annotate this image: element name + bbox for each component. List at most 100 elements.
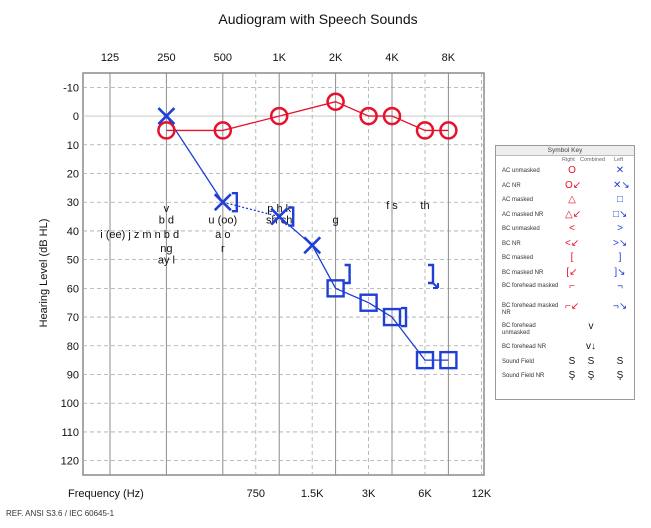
reference-note: REF. ANSI S3.6 / IEC 60645-1 <box>6 509 115 518</box>
symbol-key-left-symbol: >↘ <box>613 237 628 249</box>
symbol-key-label: Sound Field NR <box>502 373 545 379</box>
x-top-tick-label: 250 <box>157 52 175 64</box>
symbol-key-headers: Right Combined Left <box>496 156 634 164</box>
y-tick-label: 120 <box>61 456 79 468</box>
y-tick-label: -10 <box>63 82 79 94</box>
symbol-key-row: BC NR <↙ >↘ <box>496 237 634 252</box>
circle-marker <box>269 106 289 126</box>
symbol-key-label: BC forehead unmasked <box>502 323 536 336</box>
circle-marker <box>326 92 345 111</box>
y-tick-label: 60 <box>67 283 79 295</box>
symbol-key-left-symbol: S <box>616 355 624 367</box>
symbol-key-rows: AC unmasked O ✕ AC NR O↙ ✕↘ AC masked △ □ AC mask… <box>496 164 634 384</box>
symbol-key-combined-symbol: v↓ <box>586 341 596 352</box>
bracket-nr-marker <box>427 263 439 289</box>
x-marker <box>157 107 176 125</box>
symbol-key-label: Sound Field <box>502 358 535 365</box>
symbol-key-label: BC masked <box>502 255 534 261</box>
symbol-key-label: BC masked NR <box>502 269 544 276</box>
speech-sound-label: v <box>164 203 170 215</box>
symbol-key-right-symbol: <↙ <box>565 237 580 249</box>
symbol-key-label: BC forehead masked NR <box>502 303 559 316</box>
x-bottom-tick-label: 6K <box>418 488 432 500</box>
symbol-key-left-symbol: > <box>617 223 623 234</box>
y-tick-label: 70 <box>67 312 79 324</box>
symbol-key-row: BC forehead unmasked v <box>496 320 634 340</box>
x-marker-stroke <box>270 207 289 226</box>
speech-sound-label: u (oo) <box>208 214 237 226</box>
bracket-nr-arrow <box>432 282 439 289</box>
circle-marker <box>439 121 458 140</box>
square-marker <box>359 293 378 312</box>
series-line <box>222 201 280 218</box>
symbol-key-combined-symbol: Ş <box>587 370 595 381</box>
y-tick-label: 10 <box>67 140 79 152</box>
symbol-key-row: BC forehead masked ⌐ ¬ <box>496 280 634 300</box>
x-marker-stroke <box>157 107 176 125</box>
symbol-key-left-symbol: ✕ <box>615 165 625 176</box>
symbol-key-row: BC unmasked < > <box>496 222 634 237</box>
circle-marker <box>415 121 435 140</box>
symbol-key-right-symbol: Ş <box>568 370 576 381</box>
bracket-marker <box>401 306 408 328</box>
y-axis-label: Hearing Level (dB HL) <box>38 219 50 328</box>
bracket-marker <box>231 192 238 213</box>
symbol-key-left-symbol: ✕↘ <box>613 179 630 191</box>
speech-sound-label: b d <box>159 214 174 226</box>
x-top-tick-label: 2K <box>329 52 343 64</box>
circle-marker <box>382 106 402 126</box>
symbol-key-left-symbol: ]↘ <box>614 266 626 278</box>
y-tick-label: 50 <box>67 255 79 267</box>
symbol-key-row: AC unmasked O ✕ <box>496 164 634 179</box>
symbol-key-left-symbol: ¬ <box>617 281 623 292</box>
y-tick-labels: -10 0 10 20 30 40 50 60 70 80 90 100 110 120 <box>61 82 79 467</box>
symbol-key-right-symbol: [↙ <box>566 266 578 278</box>
x-marker <box>213 193 232 212</box>
x-top-tick-label: 125 <box>101 52 119 64</box>
y-tick-label: 30 <box>67 197 79 209</box>
plot-frame <box>82 72 485 476</box>
speech-sound-label: g <box>333 214 339 226</box>
circle-marker <box>157 121 176 140</box>
symbol-key-label: AC unmasked <box>502 168 540 174</box>
header-combined: Combined <box>580 157 606 163</box>
bracket-marker <box>288 206 295 227</box>
symbol-key-label: BC forehead masked <box>502 283 559 289</box>
symbol-key-label: BC unmasked <box>502 226 540 232</box>
symbol-key-row: BC forehead NR v↓ <box>496 340 634 355</box>
x-top-tick-label: 8K <box>442 52 456 64</box>
bracket-marker <box>344 263 351 285</box>
speech-sound-label: f s <box>386 200 398 212</box>
symbol-key-left-symbol: □ <box>616 194 624 205</box>
x-top-tick-label: 1K <box>272 52 286 64</box>
symbol-key-right-symbol: ⌐↙ <box>565 301 580 312</box>
circle-marker <box>213 121 233 140</box>
header-right: Right <box>562 157 575 163</box>
y-tick-label: 0 <box>73 111 79 123</box>
speech-sound-label: ng <box>160 243 172 255</box>
symbol-key-left-symbol: □↘ <box>613 208 628 220</box>
y-tick-label: 40 <box>67 226 79 238</box>
series-markers <box>157 92 458 370</box>
symbol-key-left-symbol: ] <box>618 252 622 263</box>
x-marker <box>270 207 289 226</box>
x-bottom-tick-label: 3K <box>362 488 376 500</box>
symbol-key-combined-symbol: S <box>587 355 595 367</box>
speech-sound-label: r <box>221 243 225 255</box>
symbol-key-left-symbol: ¬↘ <box>613 301 628 312</box>
symbol-key-right-symbol: S <box>568 355 576 367</box>
symbol-key-row: BC masked NR [↙ ]↘ <box>496 266 634 281</box>
series-line <box>165 115 224 203</box>
symbol-key-right-symbol: △ <box>568 194 576 205</box>
x-axis-label: Frequency (Hz) <box>68 488 144 500</box>
symbol-key-right-symbol: O <box>568 165 576 176</box>
symbol-key-right-symbol: < <box>569 223 575 234</box>
speech-sound-label: a o <box>215 229 230 241</box>
x-top-tick-label: 4K <box>385 52 399 64</box>
y-tick-label: 110 <box>61 427 79 439</box>
symbol-key-row: AC masked NR △↙ □↘ <box>496 208 634 223</box>
circle-marker <box>359 106 378 126</box>
symbol-key-title: Symbol Key <box>496 146 634 156</box>
y-tick-label: 80 <box>67 341 79 353</box>
